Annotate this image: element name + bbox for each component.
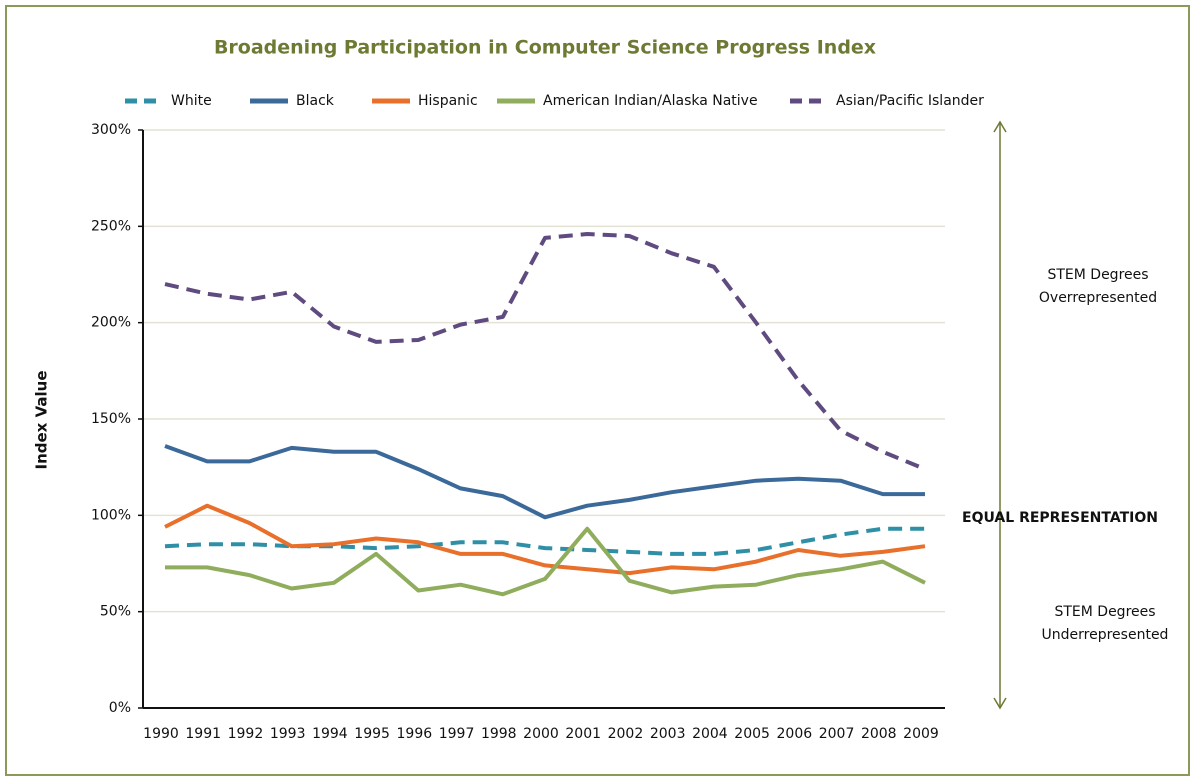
y-tick-label: 200% [91, 315, 131, 331]
series-line [164, 526, 925, 556]
range-arrow [993, 120, 1007, 710]
annotation: Underrepresented [1042, 627, 1169, 643]
annotation: Overrepresented [1039, 290, 1157, 306]
legend-label: Hispanic [418, 93, 478, 109]
y-axis-label: Index Value [33, 371, 51, 470]
series-line [165, 526, 926, 597]
x-tick-label: 2006 [777, 726, 813, 742]
y-tick-label: 100% [91, 507, 131, 523]
x-tick-label: 1998 [481, 726, 517, 742]
annotation: STEM Degrees [1054, 604, 1155, 620]
x-tick-label: 2005 [734, 726, 770, 742]
x-tick-label: 2008 [861, 726, 897, 742]
x-tick-label: 1995 [354, 726, 390, 742]
annotation: STEM Degrees [1047, 267, 1148, 283]
legend-label: Black [296, 93, 335, 109]
x-tick-label: 1992 [228, 726, 264, 742]
x-tick-label: 1994 [312, 726, 348, 742]
legend-label: American Indian/Alaska Native [543, 93, 758, 109]
x-tick-label: 2009 [903, 726, 939, 742]
x-tick-label: 1990 [143, 726, 179, 742]
series-line [164, 444, 925, 520]
frame [5, 5, 1190, 776]
series-line [164, 232, 926, 471]
x-tick-label: 2003 [650, 726, 686, 742]
x-tick-label: 2001 [565, 726, 601, 742]
y-tick-label: 50% [100, 604, 131, 620]
x-tick-label: 2002 [608, 726, 644, 742]
x-tick-label: 2007 [819, 726, 855, 742]
x-tick-label: 1993 [270, 726, 306, 742]
x-tick-label: 2000 [523, 726, 559, 742]
series-line [164, 503, 926, 576]
y-tick-label: 150% [91, 411, 131, 427]
x-tick-label: 1996 [397, 726, 433, 742]
chart-title: Broadening Participation in Computer Sci… [214, 37, 876, 59]
x-tick-label: 2004 [692, 726, 728, 742]
y-tick-label: 0% [109, 700, 131, 716]
x-tick-label: 1997 [439, 726, 475, 742]
legend-label: White [171, 93, 212, 109]
legend-label: Asian/Pacific Islander [836, 93, 984, 109]
y-tick-label: 300% [91, 122, 131, 138]
annotation: EQUAL REPRESENTATION [962, 510, 1158, 526]
y-tick-label: 250% [91, 218, 131, 234]
x-tick-label: 1991 [185, 726, 221, 742]
